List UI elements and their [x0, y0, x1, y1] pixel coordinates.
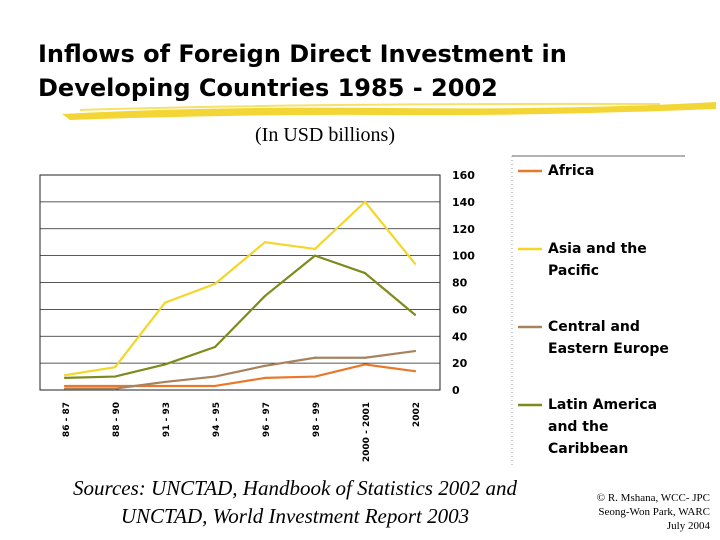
- y-tick-label: 160: [452, 169, 475, 182]
- y-tick-label: 0: [452, 384, 460, 397]
- data-point: [413, 262, 417, 265]
- brush-stroke-divider: [62, 102, 716, 120]
- legend-label: Latin America: [548, 397, 657, 413]
- data-point: [213, 345, 217, 349]
- x-tick-label: 2002: [412, 402, 422, 427]
- data-point: [313, 375, 317, 378]
- data-point: [163, 380, 167, 384]
- y-tick-label: 100: [452, 250, 475, 263]
- data-point: [263, 294, 267, 298]
- x-tick-label: 88 - 90: [112, 402, 122, 437]
- slide-title-line-1: Inflows of Foreign Direct Investment in: [38, 40, 567, 68]
- slide-title-line-2: Developing Countries 1985 - 2002: [38, 74, 498, 102]
- data-point: [213, 282, 217, 285]
- copyright-credit: © R. Mshana, WCC- JPC Seong-Won Park, WA…: [580, 491, 710, 533]
- sources-line-1: Sources: UNCTAD, Handbook of Statistics …: [73, 476, 517, 500]
- series-line: [64, 200, 416, 377]
- legend-label: Caribbean: [548, 441, 628, 457]
- series-line: [65, 349, 416, 390]
- data-point: [413, 370, 417, 373]
- y-tick-label: 40: [452, 330, 468, 343]
- data-point: [63, 387, 67, 390]
- data-point: [63, 374, 67, 377]
- credit-line-2: Seong-Won Park, WARC: [598, 506, 710, 518]
- data-point: [213, 384, 217, 388]
- data-point: [163, 384, 167, 388]
- data-point: [313, 356, 317, 359]
- data-point: [263, 376, 267, 380]
- y-tick-label: 80: [452, 277, 468, 290]
- data-point: [413, 349, 417, 353]
- legend-label: and the: [548, 419, 608, 435]
- x-tick-label: 2000 - 2001: [362, 402, 372, 462]
- sources-note: Sources: UNCTAD, Handbook of Statistics …: [20, 474, 570, 530]
- x-tick-label: 91 - 93: [162, 402, 172, 437]
- data-point: [313, 254, 317, 257]
- x-tick-label: 94 - 95: [212, 402, 222, 437]
- data-point: [363, 363, 367, 366]
- y-tick-label: 140: [452, 196, 475, 209]
- data-point: [363, 200, 367, 203]
- data-point: [163, 301, 167, 304]
- data-point: [263, 364, 267, 367]
- data-point: [113, 387, 117, 390]
- legend-label: Eastern Europe: [548, 341, 669, 357]
- y-tick-label: 120: [452, 223, 475, 236]
- data-point: [163, 363, 167, 366]
- series-line: [64, 254, 416, 380]
- y-tick-label: 20: [452, 357, 468, 370]
- sources-line-2: UNCTAD, World Investment Report 2003: [120, 504, 470, 528]
- data-point: [63, 376, 67, 380]
- data-point: [113, 366, 117, 369]
- data-point: [413, 313, 417, 316]
- x-tick-label: 98 - 99: [312, 402, 322, 437]
- x-tick-label: 86 - 87: [62, 402, 72, 437]
- data-point: [363, 271, 367, 275]
- legend-label: Africa: [548, 163, 594, 179]
- data-point: [363, 356, 367, 359]
- x-tick-label: 96 - 97: [262, 402, 272, 437]
- credit-line-3: July 2004: [666, 520, 710, 532]
- data-point: [313, 247, 317, 251]
- series-line: [65, 363, 416, 388]
- data-point: [213, 375, 217, 378]
- data-point: [263, 241, 267, 244]
- legend-label: Central and: [548, 319, 640, 335]
- y-tick-label: 60: [452, 303, 468, 316]
- data-point: [63, 384, 67, 388]
- legend-label: Asia and the: [548, 241, 647, 257]
- chart-subtitle: (In USD billions): [255, 124, 395, 146]
- slide-title: Inflows of Foreign Direct Investment in …: [38, 37, 678, 105]
- legend-label: Pacific: [548, 263, 599, 279]
- fdi-line-chart: 0 20 40 60 80 100 120 140 160 86 - 87 88 - 90 91 - …: [39, 155, 685, 468]
- data-point: [113, 384, 117, 388]
- credit-line-1: © R. Mshana, WCC- JPC: [596, 492, 710, 504]
- data-point: [113, 375, 117, 378]
